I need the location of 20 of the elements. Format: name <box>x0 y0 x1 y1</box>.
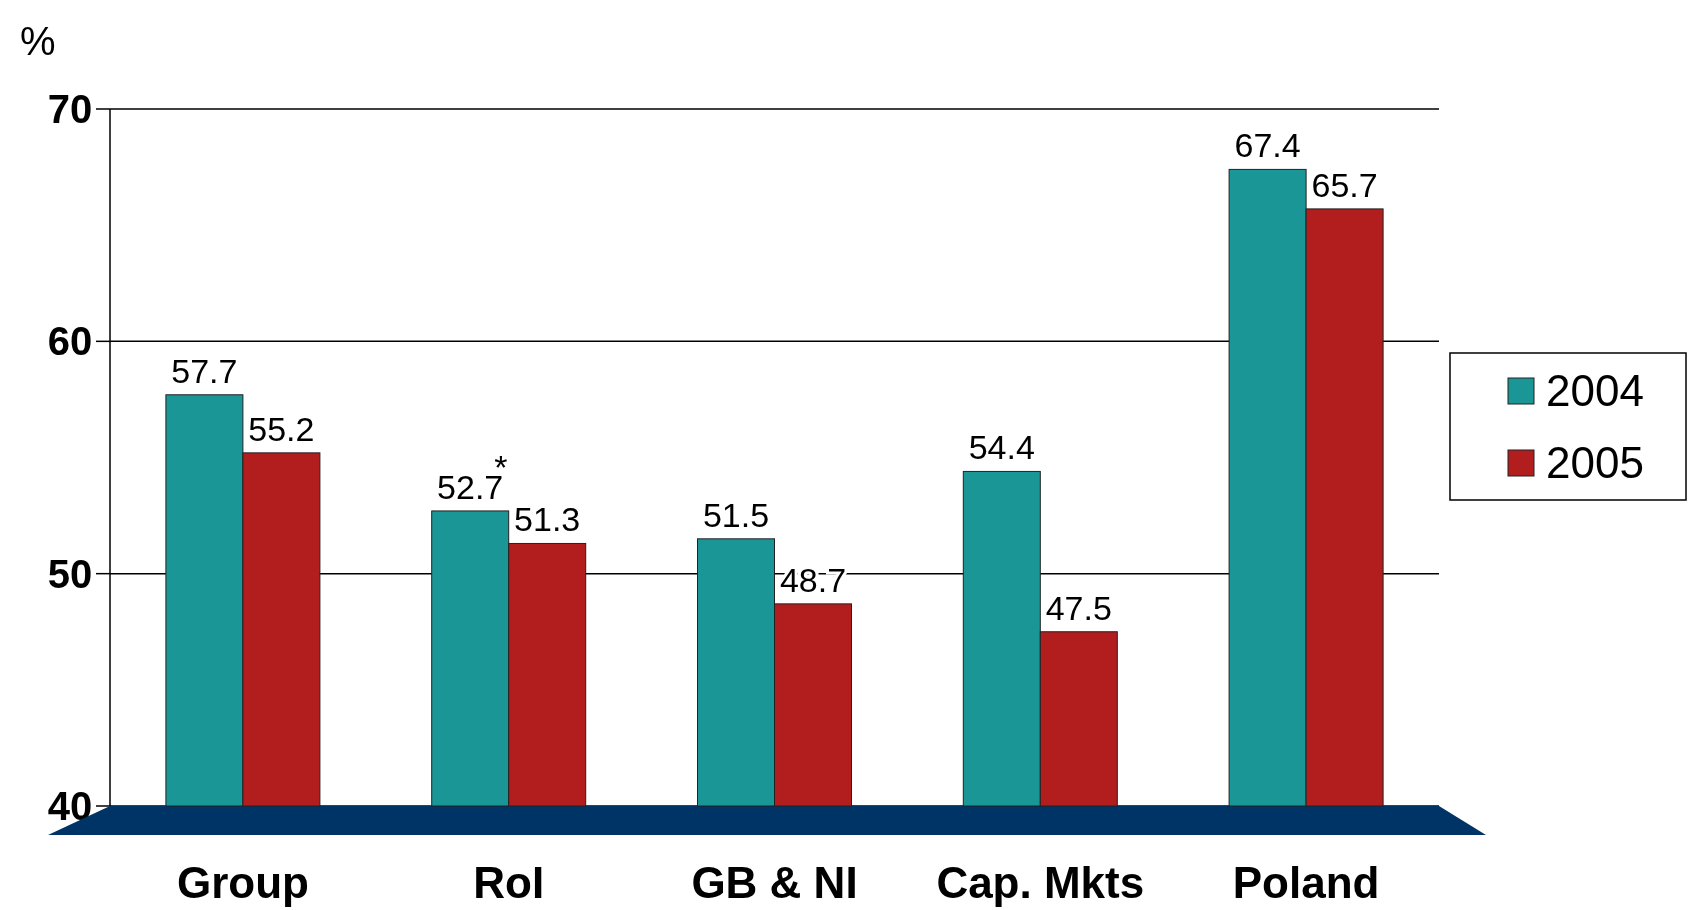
x-tick-label: Poland <box>1232 858 1380 907</box>
x-tick-label: Cap. Mkts <box>936 858 1145 907</box>
y-tick-label: 70 <box>47 87 93 131</box>
data-label: 65.7 <box>1311 165 1378 204</box>
y-tick-label: 40 <box>47 784 93 828</box>
data-label: 57.7 <box>171 351 238 390</box>
legend-label: 2005 <box>1546 438 1644 488</box>
x-tick-label: RoI <box>473 858 545 907</box>
data-label: 55.2 <box>248 409 315 448</box>
data-label: 47.5 <box>1045 588 1112 627</box>
data-label: 51.5 <box>702 495 770 534</box>
data-label: 51.3 <box>514 500 581 539</box>
data-label: 67.4 <box>1234 126 1301 165</box>
y-tick-label: 50 <box>47 551 93 596</box>
data-label: 54.4 <box>968 428 1035 467</box>
y-tick-label: 60 <box>47 319 93 364</box>
x-tick-label: GB & NI <box>691 858 858 907</box>
x-tick-label: Group <box>176 858 309 907</box>
legend-label: 2004 <box>1546 366 1644 416</box>
y-axis-title: % <box>20 19 56 63</box>
